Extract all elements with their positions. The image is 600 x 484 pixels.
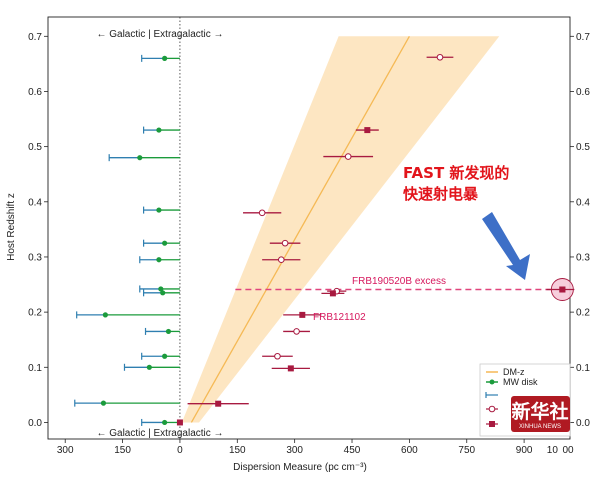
annotation-line-2: 快速射电暴 [403, 185, 479, 203]
frb-open-point [274, 352, 281, 360]
frb-filled-point [287, 365, 294, 372]
mw-disk-point [100, 400, 107, 406]
y-tick-label: 0.2 [28, 308, 42, 319]
ticks-layer: 300 150 0 150 300 450 600 750 900 10 00 0.0 0.0 0.1 0.… [28, 32, 590, 456]
y-tick-label-right: 0.1 [576, 363, 590, 374]
blue-arrow-icon [482, 212, 530, 280]
mw-disk-point [156, 207, 162, 213]
x-axis-title: Dispersion Measure (pc cm⁻³) [233, 462, 367, 473]
mw-disk-point [102, 312, 108, 318]
legend-dmz-label: DM-z [503, 367, 525, 377]
y-tick-label-right: 0.6 [576, 87, 590, 98]
x-tick-label: 600 [401, 445, 418, 456]
mw-disk-point [162, 353, 168, 359]
y-tick-label: 0.7 [28, 32, 42, 43]
x-tick-label: 300 [57, 445, 74, 456]
frb190520b-label: FRB190520B excess [352, 276, 446, 287]
y-tick-label-right: 0.3 [576, 252, 590, 263]
axes-frame [47, 16, 571, 440]
mw-disk-point [146, 364, 152, 370]
x-tick-label: 00 [562, 445, 574, 456]
y-tick-label: 0.0 [28, 418, 42, 429]
frb-open-point [436, 53, 444, 61]
mw-disk-point [156, 257, 162, 263]
plot-frame [47, 16, 571, 440]
frb-open-point [293, 328, 300, 335]
y-tick-label: 0.5 [28, 142, 42, 153]
x-tick-label: 300 [286, 445, 303, 456]
frb-open-point [258, 209, 266, 217]
x-tick-label: 10 [547, 445, 559, 456]
frb-filled-point [176, 419, 183, 426]
frb-filled-point [215, 400, 222, 407]
dm-z-band-layer [181, 35, 500, 423]
y-tick-label-right: 0.7 [576, 32, 590, 43]
mw-disk-point [162, 240, 168, 246]
y-tick-label-right: 0.0 [576, 418, 590, 429]
watermark-main-text: 新华社 [511, 400, 568, 423]
frb-open-point [277, 256, 285, 264]
region-note-bottom: ← Galactic | Extragalactic → [96, 428, 223, 439]
mw-disk-point [162, 419, 168, 426]
x-tick-label: 0 [177, 445, 183, 456]
y-tick-label: 0.3 [28, 252, 42, 263]
y-tick-label-right: 0.4 [576, 197, 590, 208]
region-note-top: ← Galactic | Extragalactic → [96, 29, 223, 40]
y-axis-title: Host Redshift z [6, 193, 17, 261]
legend-disk-label: MW disk [503, 377, 538, 387]
x-tick-label: 150 [114, 445, 131, 456]
frb121102-label: FRB121102 [313, 312, 366, 323]
frb-filled-point [364, 127, 371, 134]
frb-filled-point [299, 311, 306, 318]
dm-z-band [181, 36, 500, 423]
points-layer [100, 53, 566, 426]
frb190520b-point [559, 286, 566, 293]
mw-disk-point [162, 55, 168, 61]
frb-open-point [344, 153, 352, 160]
xinhua-watermark: 新华社 XINHUA NEWS [511, 396, 570, 432]
x-tick-label: 150 [229, 445, 246, 456]
dm-z-line [190, 35, 410, 423]
mw-disk-point [165, 328, 172, 335]
x-tick-label: 900 [516, 445, 533, 456]
frb-filled-point [329, 290, 336, 297]
mw-disk-point [160, 290, 166, 296]
mw-disk-point [137, 155, 143, 161]
mw-disk-point [156, 127, 162, 133]
x-tick-label: 450 [344, 445, 361, 456]
annotation-line-1: FAST 新发现的 [403, 164, 509, 182]
y-tick-label: 0.1 [28, 363, 42, 374]
mw-disk-point [158, 286, 164, 292]
frb-open-point [281, 239, 289, 247]
watermark-sub-text: XINHUA NEWS [519, 424, 561, 430]
y-tick-label: 0.4 [28, 197, 42, 208]
x-tick-label: 750 [458, 445, 475, 456]
y-tick-label-right: 0.2 [576, 308, 590, 319]
y-tick-label-right: 0.5 [576, 142, 590, 153]
y-tick-label: 0.6 [28, 87, 42, 98]
